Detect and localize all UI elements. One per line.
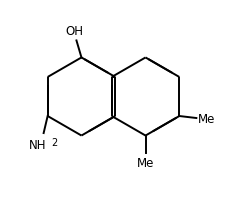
Text: NH: NH (29, 138, 46, 151)
Text: Me: Me (137, 156, 154, 169)
Text: Me: Me (198, 112, 216, 125)
Text: 2: 2 (52, 137, 58, 147)
Text: OH: OH (65, 25, 83, 38)
